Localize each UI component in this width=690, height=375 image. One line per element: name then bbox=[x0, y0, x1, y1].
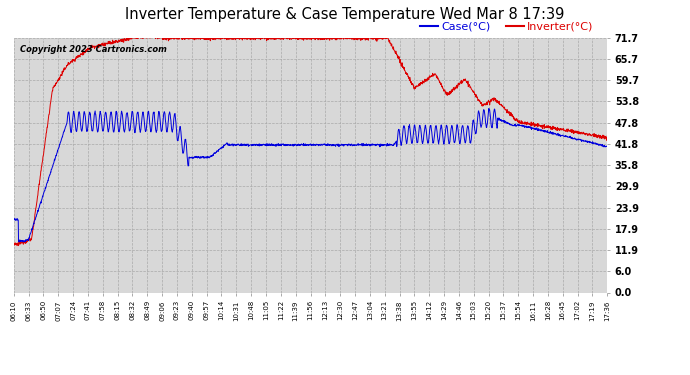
Text: Inverter(°C): Inverter(°C) bbox=[527, 21, 593, 31]
Text: Copyright 2023 Cartronics.com: Copyright 2023 Cartronics.com bbox=[20, 45, 166, 54]
Text: Inverter Temperature & Case Temperature Wed Mar 8 17:39: Inverter Temperature & Case Temperature … bbox=[126, 8, 564, 22]
Text: Case(°C): Case(°C) bbox=[441, 21, 491, 31]
